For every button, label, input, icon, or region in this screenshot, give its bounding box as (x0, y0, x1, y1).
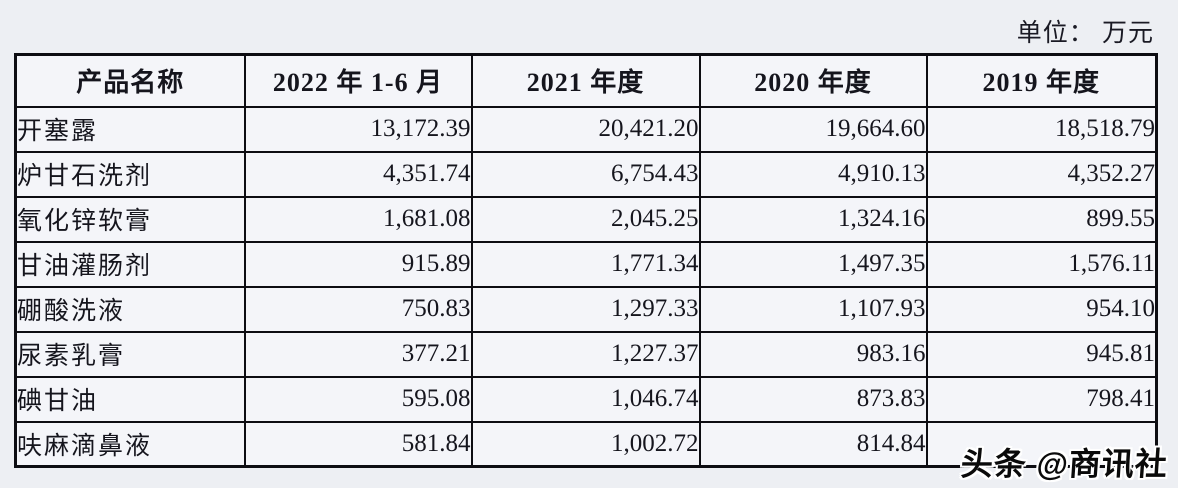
table-row: 尿素乳膏 377.21 1,227.37 983.16 945.81 (14, 330, 1158, 378)
value-cell: 1,497.35 (698, 240, 928, 288)
value-cell: 1,681.08 (243, 195, 473, 243)
value-cell: 1,107.93 (698, 285, 928, 333)
value-cell: 4,351.74 (243, 150, 473, 198)
product-name-cell: 开塞露 (14, 105, 246, 153)
value-cell: 20,421.20 (470, 105, 701, 153)
product-name-cell: 呋麻滴鼻液 (14, 420, 246, 468)
value-cell: 581.84 (243, 420, 473, 468)
toutiao-watermark: 头条 @商讯社 (959, 446, 1170, 482)
product-name-cell: 氧化锌软膏 (14, 195, 246, 243)
table-header-row: 产品名称 2022 年 1-6 月 2021 年度 2020 年度 2019 年… (14, 53, 1158, 108)
product-name-cell: 硼酸洗液 (14, 285, 246, 333)
value-cell: 1,297.33 (470, 285, 701, 333)
header-cell-2020: 2020 年度 (698, 53, 928, 108)
table-row: 碘甘油 595.08 1,046.74 873.83 798.41 (14, 375, 1158, 423)
value-cell: 13,172.39 (243, 105, 473, 153)
value-cell: 750.83 (243, 285, 473, 333)
table-row: 硼酸洗液 750.83 1,297.33 1,107.93 954.10 (14, 285, 1158, 333)
header-cell-2019: 2019 年度 (925, 53, 1158, 108)
product-name-cell: 尿素乳膏 (14, 330, 246, 378)
header-cell-product-name: 产品名称 (14, 53, 246, 108)
product-name-cell: 炉甘石洗剂 (14, 150, 246, 198)
value-cell: 814.84 (698, 420, 928, 468)
value-cell: 2,045.25 (470, 195, 701, 243)
value-cell: 4,910.13 (698, 150, 928, 198)
value-cell: 983.16 (698, 330, 928, 378)
table-row: 炉甘石洗剂 4,351.74 6,754.43 4,910.13 4,352.2… (14, 150, 1158, 198)
table-row: 甘油灌肠剂 915.89 1,771.34 1,497.35 1,576.11 (14, 240, 1158, 288)
unit-label: 单位： 万元 (1016, 20, 1154, 47)
value-cell: 945.81 (925, 330, 1158, 378)
value-cell: 595.08 (243, 375, 473, 423)
table-row: 呋麻滴鼻液 581.84 1,002.72 814.84 (14, 420, 1158, 468)
value-cell: 19,664.60 (698, 105, 928, 153)
value-cell: 1,227.37 (470, 330, 701, 378)
product-name-cell: 甘油灌肠剂 (14, 240, 246, 288)
value-cell: 1,771.34 (470, 240, 701, 288)
value-cell: 1,002.72 (470, 420, 701, 468)
value-cell: 798.41 (925, 375, 1158, 423)
value-cell: 873.83 (698, 375, 928, 423)
header-cell-2021: 2021 年度 (470, 53, 701, 108)
revenue-table: 产品名称 2022 年 1-6 月 2021 年度 2020 年度 2019 年… (14, 53, 1158, 468)
value-cell: 954.10 (925, 285, 1158, 333)
value-cell: 377.21 (243, 330, 473, 378)
table-row: 氧化锌软膏 1,681.08 2,045.25 1,324.16 899.55 (14, 195, 1158, 243)
value-cell: 915.89 (243, 240, 473, 288)
value-cell: 1,046.74 (470, 375, 701, 423)
value-cell: 6,754.43 (470, 150, 701, 198)
product-name-cell: 碘甘油 (14, 375, 246, 423)
value-cell: 1,324.16 (698, 195, 928, 243)
value-cell (925, 420, 1158, 468)
value-cell: 899.55 (925, 195, 1158, 243)
table-row: 开塞露 13,172.39 20,421.20 19,664.60 18,518… (14, 105, 1158, 153)
value-cell: 18,518.79 (925, 105, 1158, 153)
header-cell-2022h1: 2022 年 1-6 月 (243, 53, 473, 108)
value-cell: 1,576.11 (925, 240, 1158, 288)
value-cell: 4,352.27 (925, 150, 1158, 198)
